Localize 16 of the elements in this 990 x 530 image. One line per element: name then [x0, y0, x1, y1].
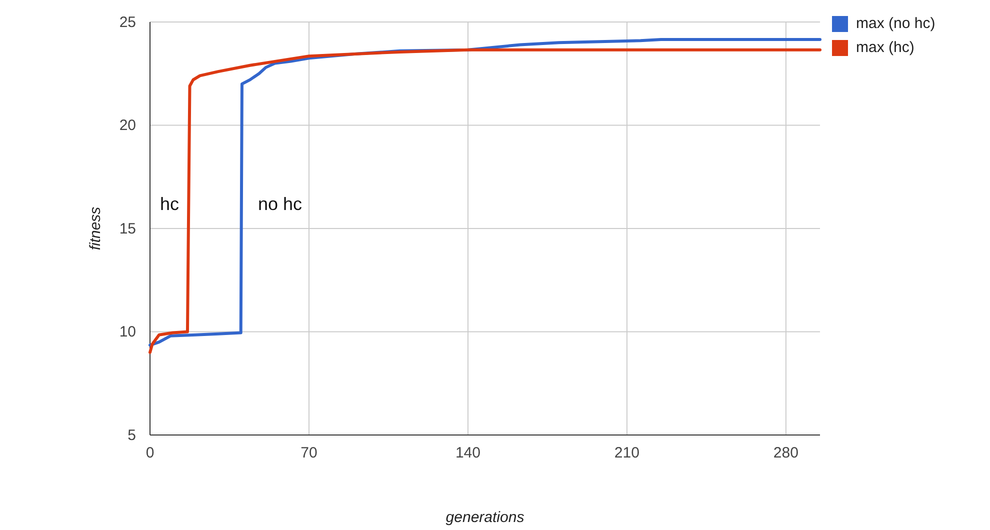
annotation: hc	[160, 194, 180, 214]
x-tick-label: 210	[614, 444, 640, 462]
x-tick-label: 0	[146, 444, 154, 462]
annotation: no hc	[258, 194, 302, 214]
x-tick-label: 70	[300, 444, 318, 462]
y-tick-label: 20	[119, 117, 136, 134]
x-axis-title: generations	[446, 509, 525, 526]
y-tick-label: 10	[119, 324, 136, 341]
x-tick-label: 280	[773, 444, 798, 462]
legend-label: max (no hc)	[856, 14, 936, 32]
legend-label: max (hc)	[856, 38, 914, 56]
y-tick-label: 5	[128, 426, 136, 444]
y-axis-title: fitness	[87, 206, 104, 250]
x-tick-label: 140	[455, 444, 480, 462]
y-tick-label: 25	[119, 14, 136, 31]
y-tick-label: 15	[119, 220, 136, 238]
